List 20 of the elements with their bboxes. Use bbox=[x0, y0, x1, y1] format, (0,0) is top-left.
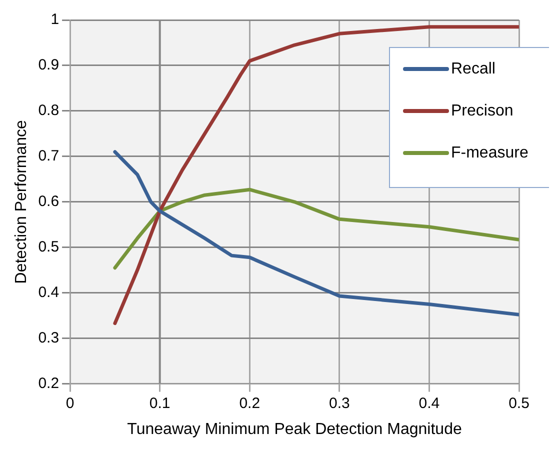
x-tick-label: 0.1 bbox=[149, 394, 170, 412]
y-tick-label: 0.3 bbox=[38, 329, 60, 346]
legend-label: Precison bbox=[451, 102, 514, 120]
x-tick-label: 0.3 bbox=[328, 394, 350, 412]
y-tick-label: 0.8 bbox=[38, 102, 60, 120]
y-tick-label: 0.5 bbox=[38, 238, 60, 256]
y-tick-label: 1 bbox=[50, 11, 60, 28]
x-tick-label: 0.4 bbox=[418, 394, 440, 412]
x-tick-label: 0.5 bbox=[508, 394, 530, 412]
x-axis-title: Tuneaway Minimum Peak Detection Magnitude bbox=[127, 420, 462, 438]
legend-label: Recall bbox=[451, 60, 496, 78]
y-tick-label: 0.9 bbox=[38, 56, 60, 74]
y-tick-label: 0.2 bbox=[38, 374, 60, 392]
y-axis-title: Detection Performance bbox=[13, 120, 30, 284]
legend-label: F-measure bbox=[451, 144, 528, 162]
y-tick-label: 0.7 bbox=[38, 148, 60, 165]
y-tick-label: 0.4 bbox=[38, 284, 60, 301]
y-tick-label: 0.6 bbox=[38, 193, 60, 210]
x-tick-label: 0.2 bbox=[239, 394, 260, 412]
x-tick-label: 0 bbox=[66, 394, 74, 412]
